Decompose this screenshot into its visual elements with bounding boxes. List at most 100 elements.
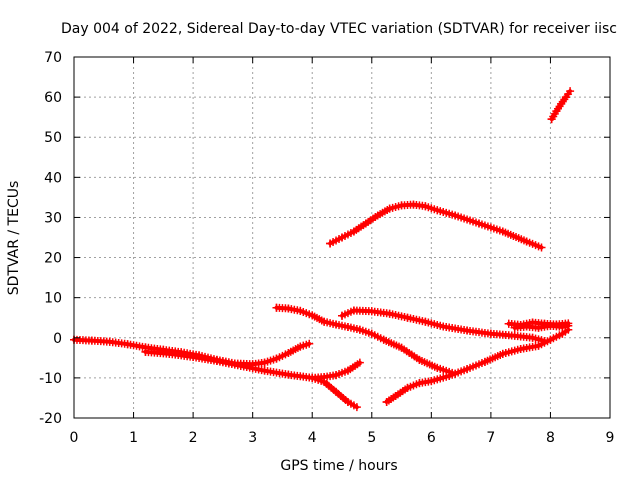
data-point xyxy=(391,391,400,400)
y-tick-label: 50 xyxy=(44,130,62,146)
series-arc-6 xyxy=(308,373,361,412)
data-point xyxy=(385,309,394,318)
series-arc-9 xyxy=(510,321,573,332)
data-point xyxy=(522,322,531,331)
data-point xyxy=(87,336,96,345)
data-point xyxy=(373,211,382,220)
y-tick-label: 70 xyxy=(44,50,62,66)
data-point xyxy=(415,379,424,388)
data-point xyxy=(367,329,376,338)
data-point xyxy=(343,397,352,406)
data-point xyxy=(105,337,114,346)
data-point xyxy=(349,306,358,315)
data-point xyxy=(557,99,566,108)
data-point xyxy=(463,326,472,335)
data-point xyxy=(403,383,412,392)
x-tick-label: 6 xyxy=(427,430,436,446)
y-tick-label: 0 xyxy=(53,331,62,347)
data-point xyxy=(332,320,341,329)
plot-frame xyxy=(73,56,611,419)
x-tick-label: 7 xyxy=(486,430,495,446)
data-point xyxy=(516,345,525,354)
data-point xyxy=(284,304,293,313)
data-point xyxy=(546,335,555,344)
data-point xyxy=(272,354,281,363)
x-tick-label: 3 xyxy=(248,430,257,446)
data-point xyxy=(332,387,341,396)
data-point xyxy=(272,303,281,312)
data-point xyxy=(510,331,519,340)
series-arc-7 xyxy=(382,325,573,406)
data-point xyxy=(260,366,269,375)
data-point xyxy=(498,227,507,236)
series-arc-4 xyxy=(326,200,546,252)
data-point xyxy=(558,329,567,338)
data-point xyxy=(326,239,335,248)
data-point xyxy=(320,317,329,326)
data-point xyxy=(451,211,460,220)
x-axis: 0 1 2 3 4 5 6 7 8 9 xyxy=(70,57,615,446)
data-point xyxy=(415,355,424,364)
data-point xyxy=(338,233,346,242)
data-point xyxy=(361,219,370,228)
data-point xyxy=(409,200,418,209)
data-point xyxy=(284,370,293,379)
data-point xyxy=(165,349,174,358)
data-point xyxy=(296,342,305,351)
x-tick-label: 2 xyxy=(189,430,198,446)
data-point xyxy=(546,321,555,330)
data-point xyxy=(305,339,314,348)
data-marks xyxy=(70,87,575,412)
data-point xyxy=(397,343,406,352)
data-point xyxy=(463,365,472,374)
series-arc-3 xyxy=(272,303,460,378)
y-tick-label: -20 xyxy=(39,411,62,427)
x-tick-label: 4 xyxy=(308,430,317,446)
y-axis: -20 -10 0 10 20 30 40 50 60 70 xyxy=(39,50,610,427)
data-point xyxy=(284,349,293,358)
x-tick-label: 0 xyxy=(70,430,79,446)
data-point xyxy=(260,358,269,367)
series-arc-5 xyxy=(338,306,549,345)
data-point xyxy=(445,371,454,380)
data-point xyxy=(141,347,150,356)
data-point xyxy=(352,403,361,412)
data-point xyxy=(421,317,430,326)
data-point xyxy=(537,243,546,252)
chart-title: Day 004 of 2022, Sidereal Day-to-day VTE… xyxy=(61,21,617,37)
data-point xyxy=(534,323,543,332)
data-point xyxy=(308,311,317,320)
y-tick-label: 30 xyxy=(44,210,62,226)
data-point xyxy=(522,237,531,246)
data-point xyxy=(528,333,537,342)
data-point xyxy=(552,107,561,116)
data-point xyxy=(433,206,442,215)
data-point xyxy=(480,357,489,366)
y-axis-title: SDTVAR / TECUs xyxy=(6,181,22,296)
data-point xyxy=(189,353,198,362)
data-point xyxy=(296,306,305,315)
series-arc-10 xyxy=(547,87,575,124)
x-tick-label: 8 xyxy=(546,430,555,446)
y-tick-label: 10 xyxy=(44,291,62,307)
data-point xyxy=(558,322,567,331)
data-point xyxy=(564,321,573,330)
data-point xyxy=(367,307,376,316)
data-point xyxy=(561,93,570,102)
data-point xyxy=(355,358,364,367)
data-point xyxy=(349,227,358,236)
data-point xyxy=(504,319,513,328)
data-point xyxy=(474,219,483,228)
data-point xyxy=(566,87,575,96)
data-point xyxy=(343,322,352,331)
data-point xyxy=(498,349,507,358)
x-tick-label: 5 xyxy=(367,430,376,446)
y-tick-label: 60 xyxy=(44,90,62,106)
y-tick-label: 20 xyxy=(44,251,62,267)
x-tick-label: 9 xyxy=(606,430,615,446)
data-point xyxy=(510,323,519,332)
y-tick-label: 40 xyxy=(44,170,62,186)
data-point xyxy=(355,325,364,334)
data-point xyxy=(486,329,495,338)
